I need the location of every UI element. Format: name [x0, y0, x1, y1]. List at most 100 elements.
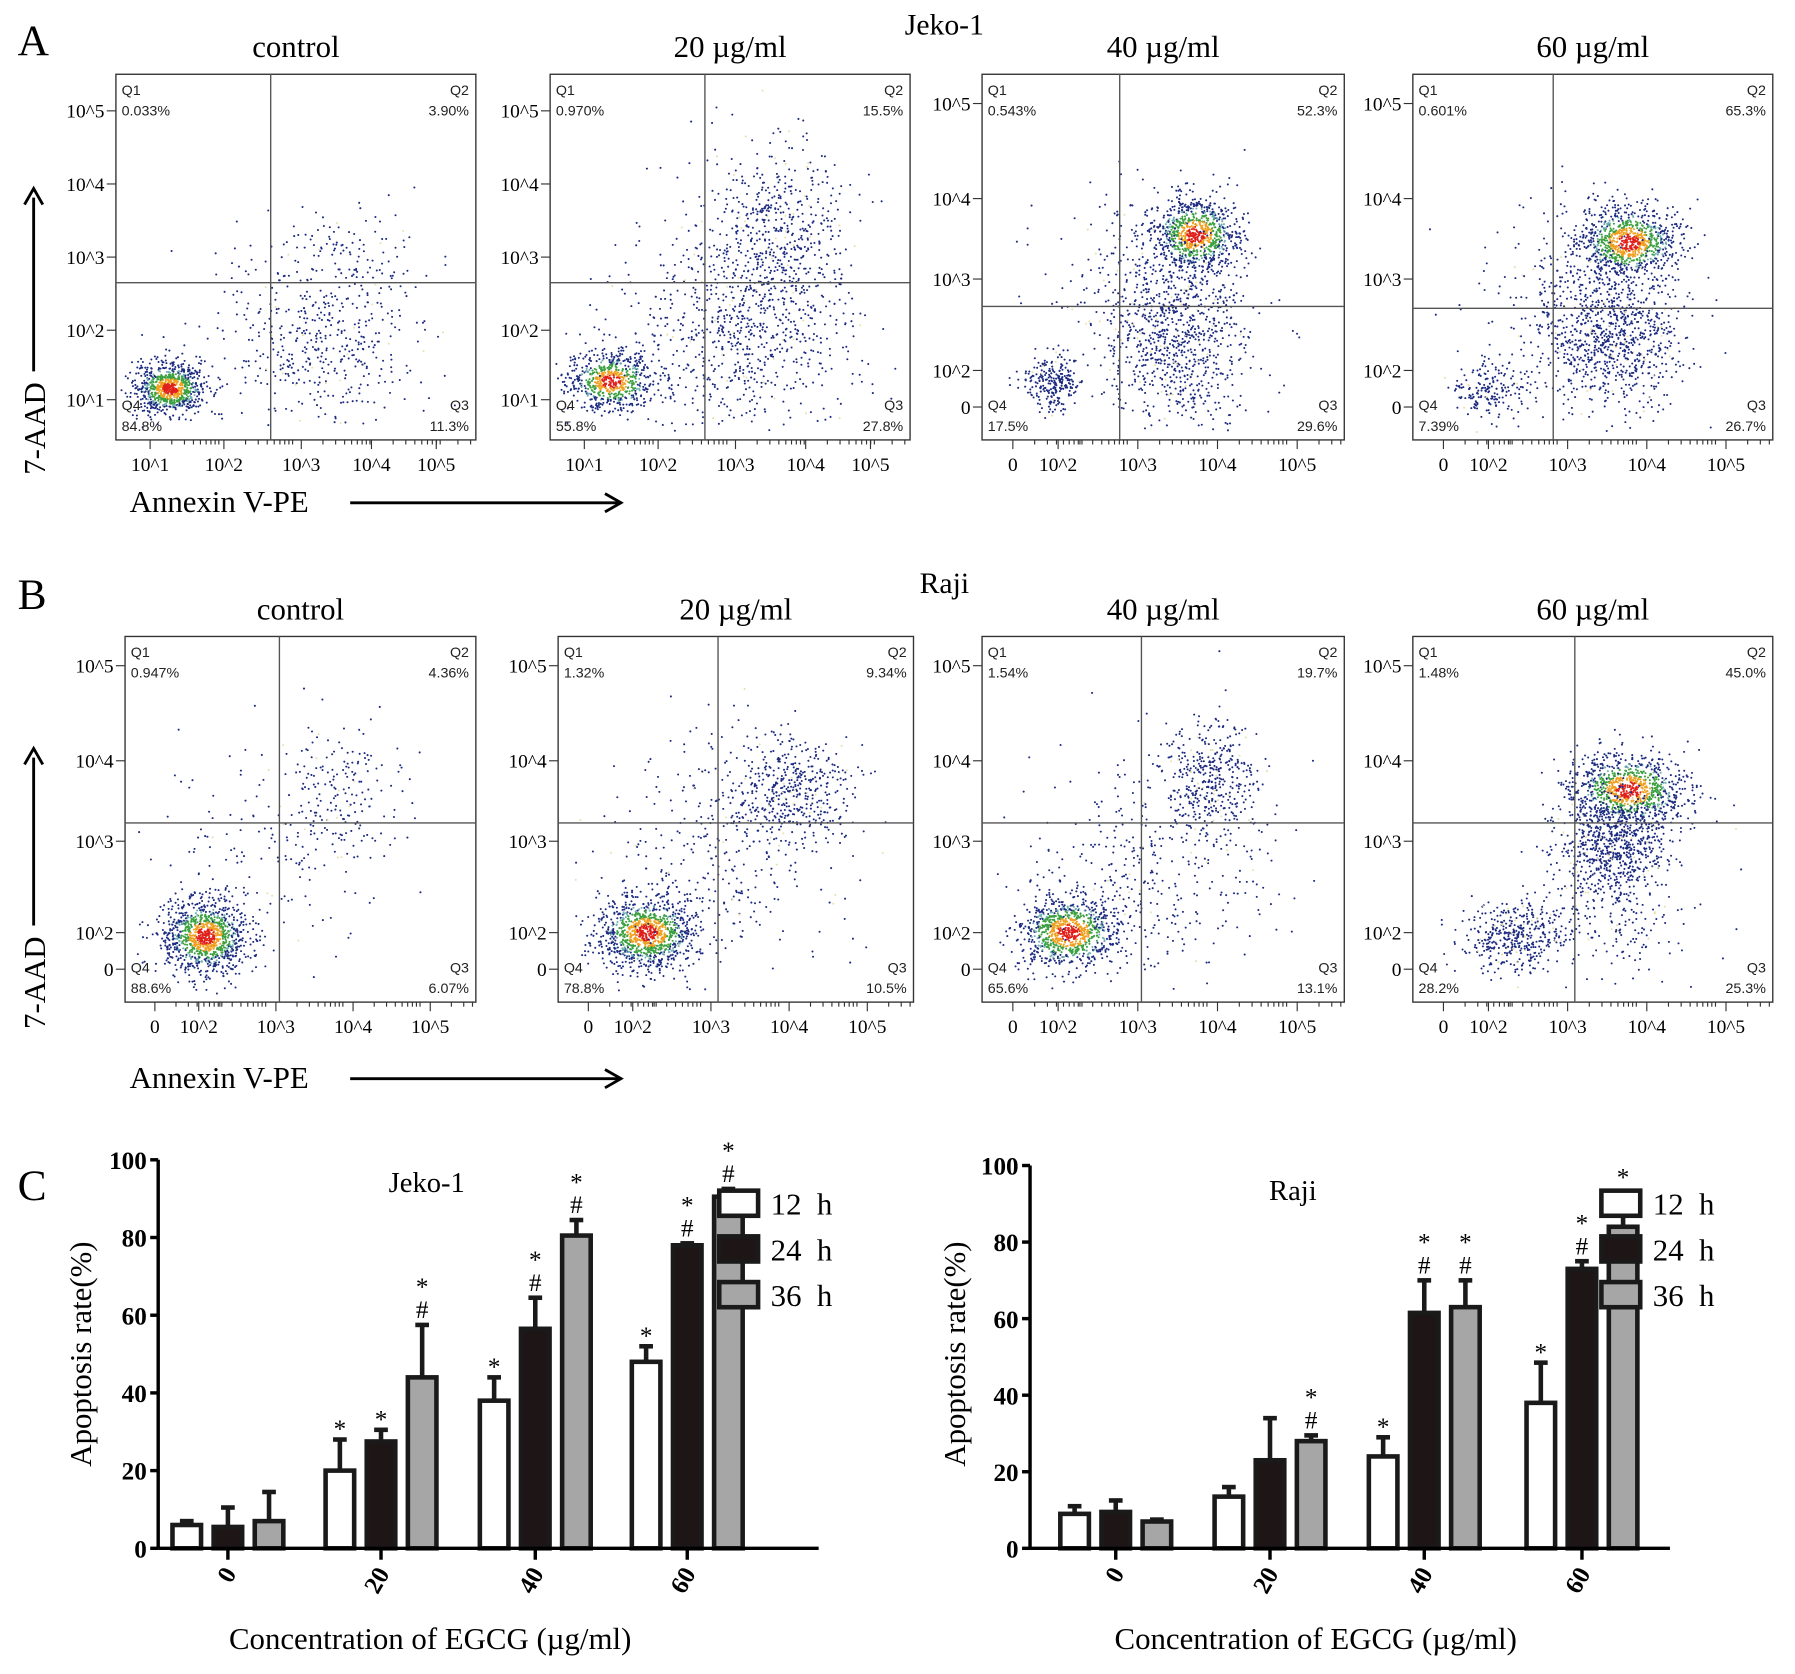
event-dot [752, 212, 754, 214]
event-dot [790, 185, 792, 187]
event-dot [1180, 381, 1182, 383]
event-dot [174, 391, 176, 393]
event-dot [764, 411, 766, 413]
event-dot [292, 324, 294, 326]
event-dot [618, 347, 620, 349]
event-dot [171, 250, 173, 252]
event-dot [1227, 209, 1229, 211]
event-dot [1036, 393, 1038, 395]
event-dot [341, 332, 343, 334]
event-dot [150, 367, 152, 369]
event-dot [803, 289, 805, 291]
event-dot [219, 378, 221, 380]
event-dot [1190, 254, 1192, 256]
event-dot [793, 246, 795, 248]
event-dot [750, 329, 752, 331]
event-dot [355, 269, 357, 271]
event-dot [1169, 226, 1171, 228]
event-dot [822, 181, 824, 183]
event-dot [315, 212, 317, 214]
event-dot [783, 256, 785, 258]
event-dot [1171, 235, 1173, 237]
event-dot [1029, 388, 1031, 390]
event-dot [686, 249, 688, 251]
event-dot [600, 361, 602, 363]
event-dot [774, 186, 776, 188]
event-dot [334, 368, 336, 370]
event-dot [1218, 263, 1220, 265]
event-dot [1146, 352, 1148, 354]
event-dot [1189, 385, 1191, 387]
event-dot [174, 366, 176, 368]
event-dot [788, 147, 790, 149]
event-dot [348, 389, 350, 391]
event-dot [810, 307, 812, 309]
event-dot [280, 334, 282, 336]
event-dot [772, 242, 774, 244]
event-dot [714, 199, 716, 201]
event-dot [367, 301, 369, 303]
event-dot [765, 383, 767, 385]
event-dot [810, 246, 812, 248]
event-dot [746, 346, 748, 348]
event-dot [155, 358, 157, 360]
event-dot [1180, 262, 1182, 264]
event-dot [377, 341, 379, 343]
event-dot [812, 184, 814, 186]
event-dot [273, 371, 275, 373]
event-dot [622, 384, 624, 386]
event-dot [1178, 349, 1180, 351]
event-dot [150, 393, 152, 395]
event-dot [136, 366, 138, 368]
event-dot [313, 399, 315, 401]
event-dot [1113, 316, 1115, 318]
event-dot [783, 423, 785, 425]
event-dot [685, 423, 687, 425]
event-dot [1211, 377, 1213, 379]
event-dot [773, 227, 775, 229]
event-dot [604, 410, 606, 412]
event-dot [1222, 213, 1224, 215]
event-dot [164, 393, 166, 395]
event-dot [1055, 378, 1057, 380]
event-dot [1181, 354, 1183, 356]
event-dot [1041, 363, 1043, 365]
event-dot [1190, 202, 1192, 204]
event-dot [780, 226, 782, 228]
event-dot [1061, 373, 1063, 375]
event-dot [274, 407, 276, 409]
event-dot [694, 224, 696, 226]
event-dot [1212, 256, 1214, 258]
event-dot [1213, 323, 1215, 325]
event-dot [153, 404, 155, 406]
event-dot [813, 242, 815, 244]
event-dot [698, 354, 700, 356]
event-dot [602, 392, 604, 394]
event-dot [132, 385, 134, 387]
event-dot [670, 397, 672, 399]
event-dot [600, 381, 602, 383]
event-dot [1171, 186, 1173, 188]
event-dot [776, 269, 778, 271]
event-dot [748, 386, 750, 388]
event-dot [579, 333, 581, 335]
event-dot [162, 396, 164, 398]
event-dot [145, 390, 147, 392]
event-dot [316, 404, 318, 406]
event-dot [160, 382, 162, 384]
event-dot [345, 337, 347, 339]
event-dot [591, 380, 593, 382]
event-dot [630, 358, 632, 360]
event-dot [745, 388, 747, 390]
event-dot [784, 215, 786, 217]
event-dot [570, 359, 572, 361]
event-dot [817, 169, 819, 171]
event-dot [572, 359, 574, 361]
event-dot [754, 372, 756, 374]
event-dot [257, 375, 259, 377]
event-dot [751, 367, 753, 369]
event-dot [1072, 384, 1074, 386]
event-dot [790, 267, 792, 269]
event-dot [720, 325, 722, 327]
event-dot [759, 323, 761, 325]
